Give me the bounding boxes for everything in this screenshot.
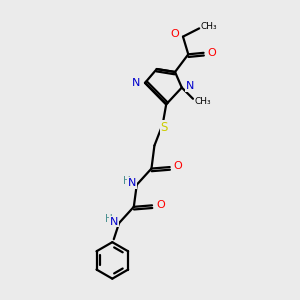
Text: N: N xyxy=(186,81,195,91)
Text: O: O xyxy=(171,29,179,39)
Text: H: H xyxy=(122,176,130,186)
Text: N: N xyxy=(186,81,194,91)
Text: O: O xyxy=(156,200,165,210)
Text: O: O xyxy=(208,48,217,58)
Text: N: N xyxy=(132,78,141,88)
Text: CH₃: CH₃ xyxy=(194,97,211,106)
Text: N: N xyxy=(110,217,118,226)
Text: N: N xyxy=(133,78,141,88)
Text: H: H xyxy=(105,214,112,224)
Text: O: O xyxy=(174,161,183,172)
Text: N: N xyxy=(128,178,136,188)
Text: S: S xyxy=(160,122,168,134)
Text: CH₃: CH₃ xyxy=(201,22,217,31)
